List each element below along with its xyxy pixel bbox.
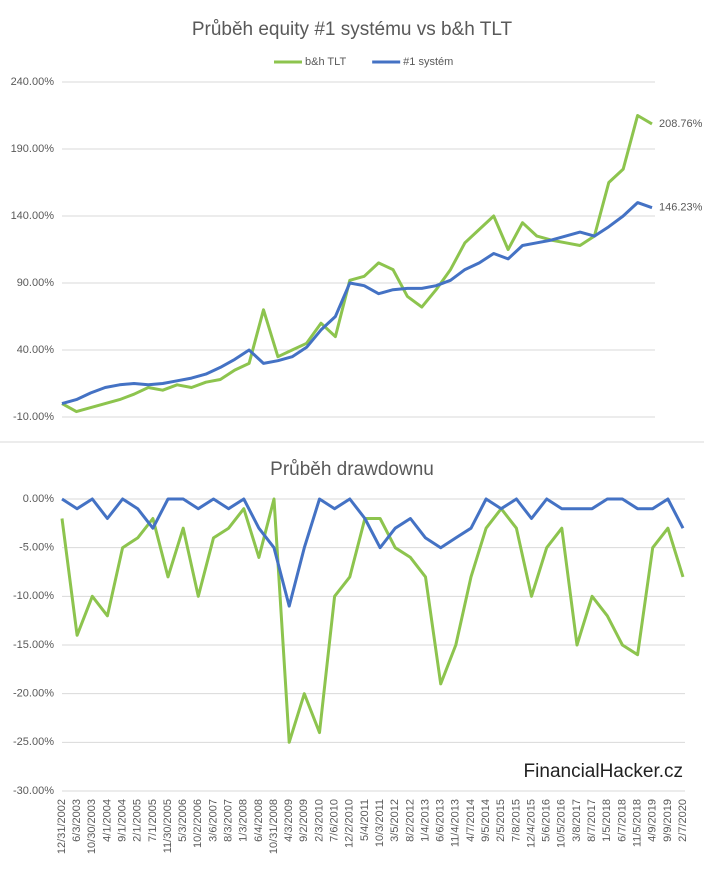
x-tick-label: 7/8/2015 [510, 799, 522, 842]
y-tick-label: 140.00% [11, 210, 55, 222]
x-tick-label: 6/7/2018 [616, 799, 628, 842]
x-tick-label: 3/5/2012 [389, 799, 401, 842]
x-tick-label: 2/7/2020 [677, 799, 689, 842]
x-tick-label: 9/2/2009 [298, 799, 310, 842]
value-label: 208.76% [659, 118, 703, 130]
x-tick-label: 4/7/2014 [465, 799, 477, 842]
x-tick-label: 3/6/2007 [207, 799, 219, 842]
x-tick-label: 10/31/2008 [268, 799, 280, 854]
x-tick-label: 11/30/2005 [162, 799, 174, 853]
x-tick-label: 5/6/2016 [541, 799, 553, 842]
x-tick-label: 4/1/2004 [101, 799, 113, 842]
x-tick-label: 10/2/2006 [192, 799, 204, 848]
x-tick-label: 6/4/2008 [253, 799, 265, 842]
x-tick-label: 9/9/2019 [662, 799, 674, 842]
x-tick-label: 8/3/2007 [223, 799, 235, 842]
x-tick-label: 12/4/2015 [525, 799, 537, 848]
series-line [61, 201, 653, 406]
y-tick-label: -5.00% [19, 542, 54, 554]
x-tick-label: 2/1/2005 [132, 799, 144, 842]
x-tick-label: 8/7/2017 [586, 799, 598, 842]
x-tick-label: 7/1/2005 [147, 799, 159, 842]
x-tick-label: 9/5/2014 [480, 799, 492, 842]
x-tick-label: 4/3/2009 [283, 799, 295, 842]
y-tick-label: 240.00% [11, 76, 55, 88]
x-tick-label: 2/3/2010 [313, 799, 325, 842]
x-tick-label: 6/6/2013 [435, 799, 447, 842]
x-tick-label: 1/4/2013 [419, 799, 431, 842]
value-label: 146.23% [659, 202, 703, 214]
chart-title: Průběh equity #1 systému vs b&h TLT [192, 19, 513, 40]
x-tick-label: 10/3/2011 [374, 799, 386, 847]
x-tick-label: 10/30/2003 [86, 799, 98, 854]
series-line [61, 497, 685, 608]
y-tick-label: -25.00% [13, 736, 54, 748]
y-tick-label: 0.00% [23, 493, 54, 505]
y-tick-label: -15.00% [13, 639, 54, 651]
x-tick-label: 12/31/2002 [56, 799, 68, 854]
legend-label: b&h TLT [305, 56, 346, 68]
x-tick-label: 1/5/2018 [601, 799, 613, 842]
series-line [60, 497, 685, 744]
y-tick-label: 90.00% [17, 277, 55, 289]
legend-label: #1 systém [403, 56, 453, 68]
x-tick-label: 10/5/2016 [556, 799, 568, 848]
watermark: FinancialHacker.cz [524, 761, 683, 782]
x-tick-label: 5/4/2011 [359, 799, 371, 841]
y-tick-label: -20.00% [13, 688, 54, 700]
x-tick-label: 3/8/2017 [571, 799, 583, 842]
x-tick-label: 11/4/2013 [450, 799, 462, 847]
x-tick-label: 2/5/2015 [495, 799, 507, 842]
x-tick-label: 12/2/2010 [344, 799, 356, 848]
y-tick-label: 190.00% [11, 143, 55, 155]
y-tick-label: -10.00% [13, 411, 54, 423]
x-tick-label: 9/1/2004 [116, 799, 128, 842]
x-tick-label: 8/2/2012 [404, 799, 416, 842]
x-tick-label: 4/9/2019 [647, 799, 659, 842]
x-tick-label: 6/3/2003 [71, 799, 83, 842]
chart-title: Průběh drawdownu [270, 459, 434, 480]
x-tick-label: 1/3/2008 [238, 799, 250, 842]
y-tick-label: -10.00% [13, 590, 54, 602]
x-tick-label: 5/3/2006 [177, 799, 189, 842]
y-tick-label: 40.00% [17, 344, 55, 356]
x-tick-label: 7/6/2010 [329, 799, 341, 842]
y-tick-label: -30.00% [13, 785, 54, 797]
x-tick-label: 11/5/2018 [631, 799, 643, 847]
